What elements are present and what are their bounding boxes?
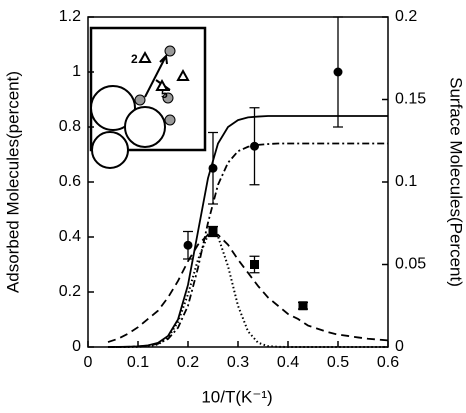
x-tick-label: 0.4 <box>277 354 299 371</box>
y2-tick-label: 0.1 <box>395 173 417 190</box>
x-axis-label: 10/T(K⁻¹) <box>201 387 272 406</box>
x-tick-label: 0.2 <box>177 354 199 371</box>
y-tick-label: 0.6 <box>59 173 81 190</box>
marker <box>183 240 193 250</box>
inset-arrow <box>144 53 171 98</box>
curve <box>108 233 388 348</box>
marker <box>208 227 218 236</box>
x-tick-label: 0.1 <box>127 354 149 371</box>
curve <box>107 142 388 348</box>
marker <box>250 260 259 269</box>
y2-tick-label: 0.2 <box>395 8 417 25</box>
x-tick-label: 0.6 <box>377 354 399 371</box>
y2-tick-label: 0 <box>395 338 404 355</box>
marker <box>208 163 218 173</box>
inset-molecule <box>164 114 176 126</box>
x-tick-label: 0.5 <box>327 354 349 371</box>
x-tick-label: 0 <box>84 354 93 371</box>
inset-label: 5 <box>161 87 168 101</box>
inset: 2 5 <box>89 26 207 169</box>
y2-tick-label: 0.15 <box>395 91 426 108</box>
y-tick-label: 0.2 <box>59 283 81 300</box>
inset-molecule <box>134 94 146 106</box>
y-axis-label: Adsorbed Molecules(percent) <box>3 71 22 293</box>
inset-triangle <box>138 50 190 91</box>
inset-particle <box>90 85 136 131</box>
inset-label: 2 <box>131 52 138 66</box>
curve <box>107 233 389 343</box>
y-tick-label: 0.4 <box>59 228 81 245</box>
inset-particle <box>124 106 166 148</box>
y-tick-label: 0.8 <box>59 118 81 135</box>
y-tick-label: 1.2 <box>59 8 81 25</box>
inset-molecule <box>164 45 176 57</box>
y-tick-label: 1 <box>72 63 81 80</box>
x-tick-label: 0.3 <box>227 354 249 371</box>
marker <box>250 141 259 151</box>
inset-particle <box>91 131 129 169</box>
marker <box>298 301 308 311</box>
marker <box>333 67 343 77</box>
y2-axis-label: Surface Molecules(Percent) <box>447 77 466 287</box>
y-tick-label: 0 <box>72 338 81 355</box>
inset-molecule <box>162 92 174 104</box>
y2-tick-label: 0.05 <box>395 256 426 273</box>
